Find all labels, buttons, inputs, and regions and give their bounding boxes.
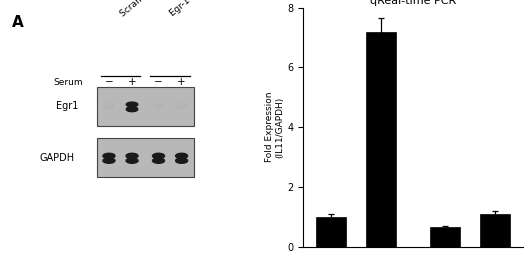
Ellipse shape [126,102,138,107]
Ellipse shape [126,158,138,163]
Ellipse shape [126,107,138,112]
Ellipse shape [153,153,165,159]
Text: GAPDH: GAPDH [40,153,75,163]
Text: Egr1: Egr1 [56,101,78,111]
Bar [316,217,346,247]
Ellipse shape [177,104,186,109]
Ellipse shape [153,158,165,163]
Ellipse shape [176,153,187,159]
Ellipse shape [103,158,115,163]
Bar [480,214,510,247]
Ellipse shape [176,158,187,163]
Y-axis label: Fold Expression
(IL11/GAPDH): Fold Expression (IL11/GAPDH) [265,92,285,162]
Text: +: + [177,77,186,87]
Bar [98,138,194,177]
Ellipse shape [154,104,163,109]
Text: A: A [12,15,24,30]
Text: Scrambled siRNA: Scrambled siRNA [118,0,184,19]
Text: B: B [286,0,297,3]
Ellipse shape [126,153,138,159]
Bar [430,227,460,247]
Bar [365,32,395,247]
Ellipse shape [103,153,115,159]
Text: −: − [105,77,114,87]
Text: Serum: Serum [54,78,83,87]
Text: Egr-1 siRNA: Egr-1 siRNA [168,0,214,19]
Text: +: + [128,77,136,87]
Text: −: − [154,77,163,87]
Bar [98,87,194,126]
Ellipse shape [104,104,114,109]
Title: qReal-time PCR: qReal-time PCR [370,0,456,6]
